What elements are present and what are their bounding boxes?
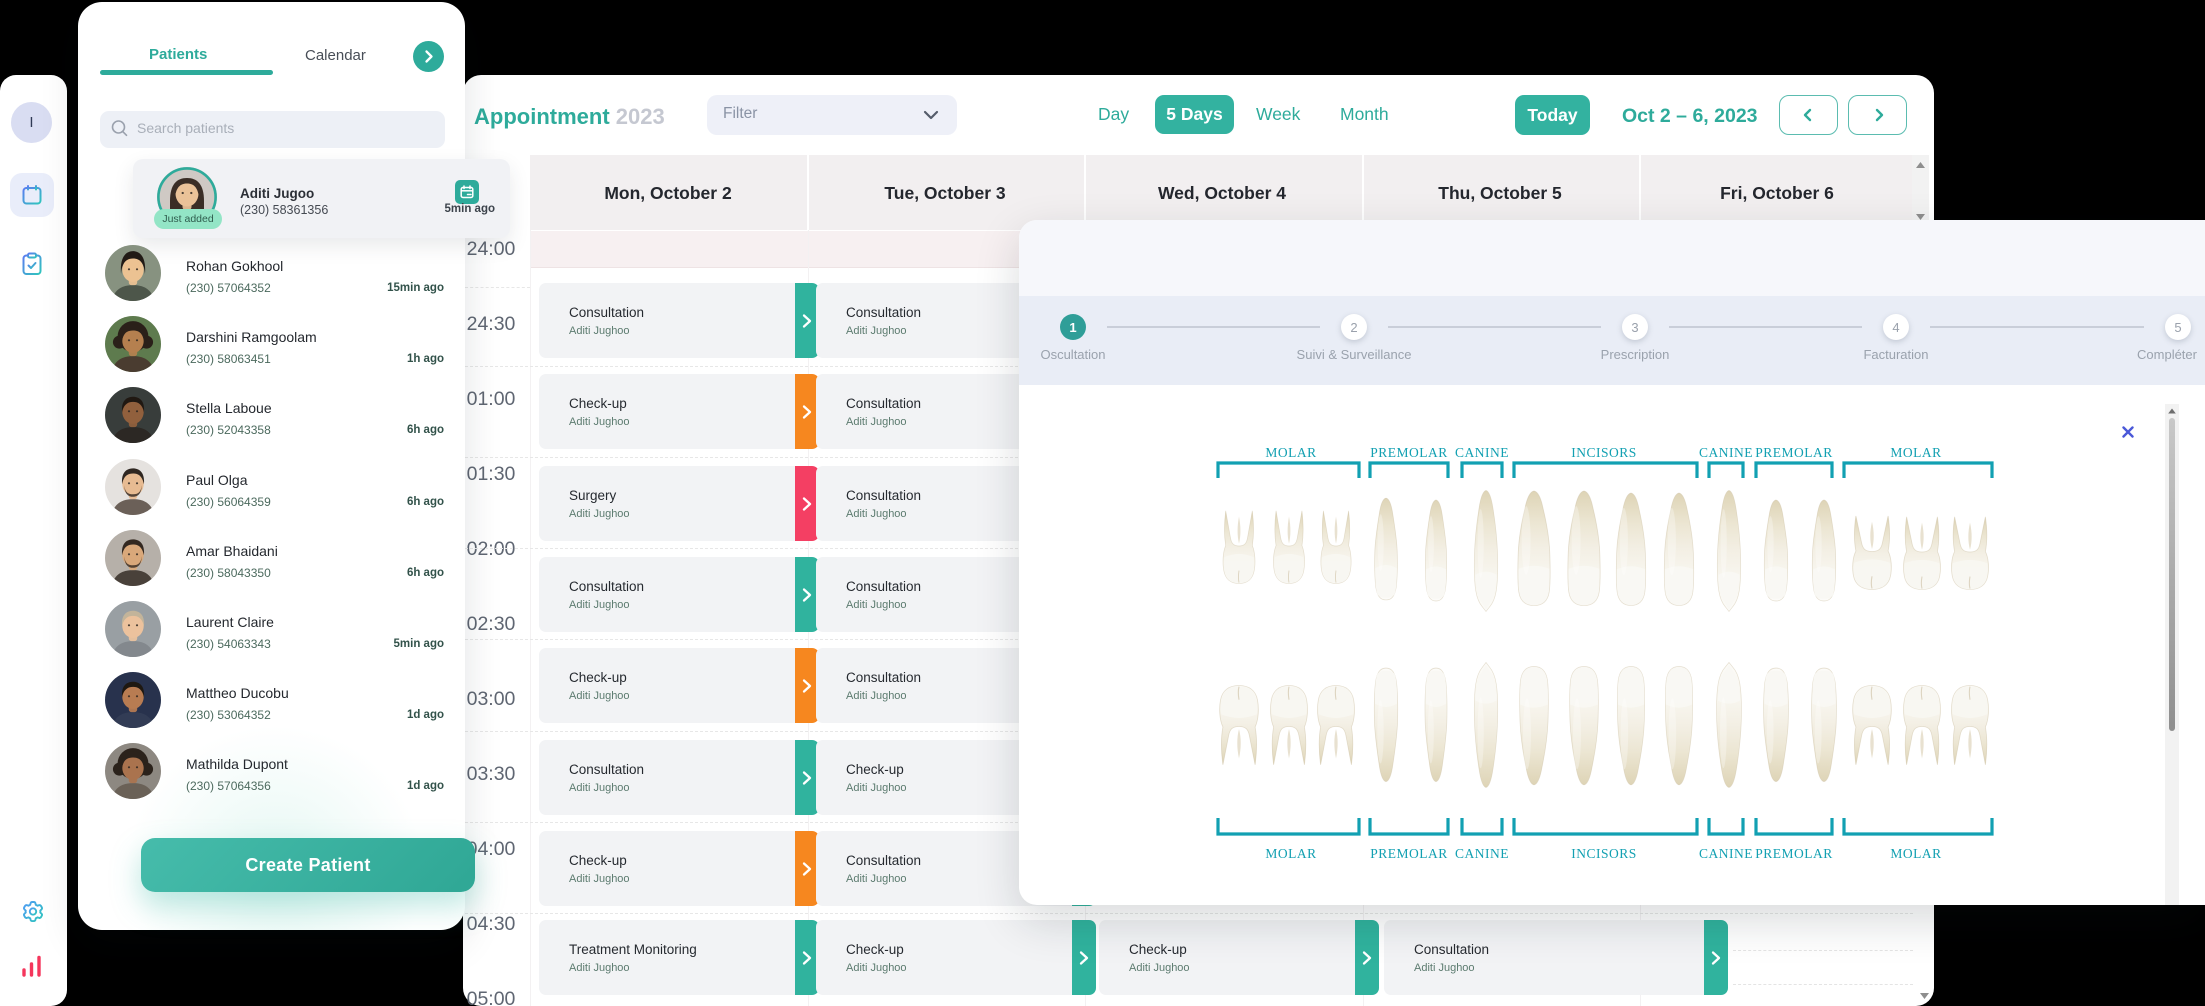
- svg-text:INCISORS: INCISORS: [1571, 846, 1637, 861]
- svg-text:CANINE: CANINE: [1455, 445, 1509, 460]
- svg-text:PREMOLAR: PREMOLAR: [1370, 846, 1448, 861]
- svg-text:MOLAR: MOLAR: [1265, 445, 1316, 460]
- svg-text:MOLAR: MOLAR: [1890, 846, 1941, 861]
- svg-text:MOLAR: MOLAR: [1265, 846, 1316, 861]
- svg-text:CANINE: CANINE: [1699, 846, 1753, 861]
- svg-text:MOLAR: MOLAR: [1890, 445, 1941, 460]
- svg-text:INCISORS: INCISORS: [1571, 445, 1637, 460]
- svg-text:CANINE: CANINE: [1455, 846, 1509, 861]
- svg-text:PREMOLAR: PREMOLAR: [1755, 445, 1833, 460]
- svg-text:CANINE: CANINE: [1699, 445, 1753, 460]
- svg-text:PREMOLAR: PREMOLAR: [1755, 846, 1833, 861]
- svg-text:PREMOLAR: PREMOLAR: [1370, 445, 1448, 460]
